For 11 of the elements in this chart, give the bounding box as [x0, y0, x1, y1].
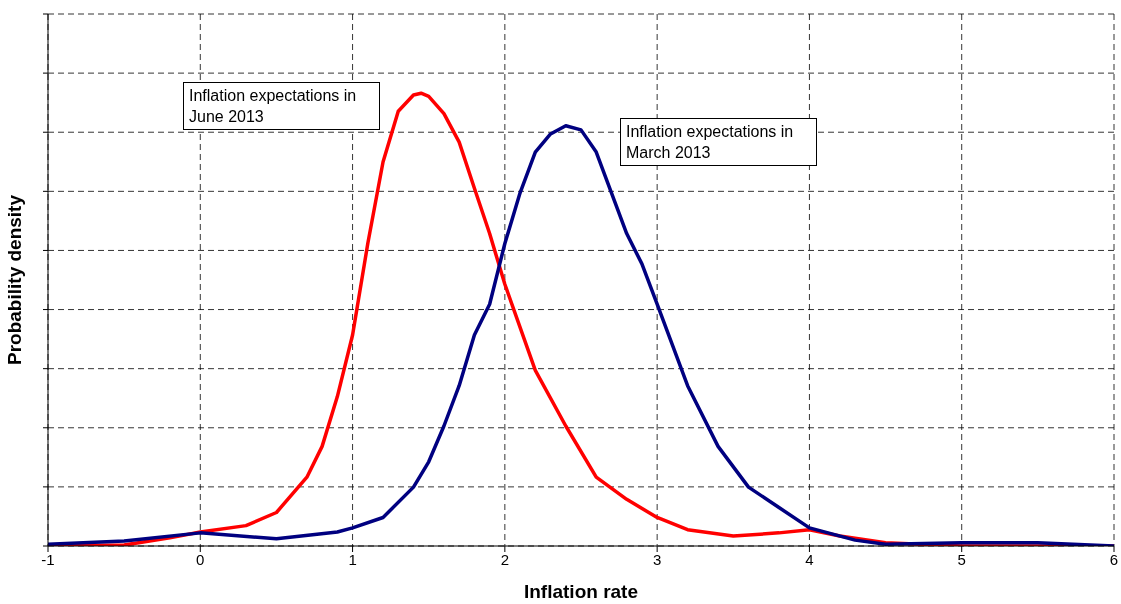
x-axis-title: Inflation rate — [523, 581, 639, 602]
x-tick-label: 3 — [652, 550, 662, 568]
x-tick-label: 0 — [196, 550, 205, 568]
x-tick-label: 5 — [957, 550, 966, 568]
x-tick-label: 6 — [1109, 550, 1119, 568]
series-label: Inflation expectations in March 2013 — [620, 118, 817, 166]
x-tick-label: 4 — [805, 550, 814, 568]
x-tick-label: -1 — [41, 550, 55, 568]
text: Inflation expectations in June 2013 — [183, 82, 380, 130]
x-tick-label: 1 — [348, 550, 357, 568]
x-tick-label: 2 — [500, 550, 510, 568]
